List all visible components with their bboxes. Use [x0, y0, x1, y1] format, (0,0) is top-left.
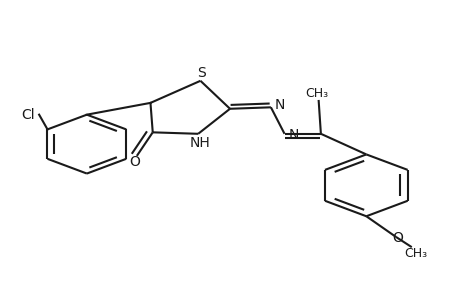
- Text: NH: NH: [190, 136, 210, 150]
- Text: CH₃: CH₃: [305, 87, 328, 100]
- Text: O: O: [391, 231, 402, 245]
- Text: CH₃: CH₃: [403, 247, 426, 260]
- Text: N: N: [274, 98, 285, 112]
- Text: N: N: [288, 128, 298, 142]
- Text: O: O: [129, 155, 140, 169]
- Text: S: S: [197, 66, 206, 80]
- Text: Cl: Cl: [21, 108, 34, 122]
